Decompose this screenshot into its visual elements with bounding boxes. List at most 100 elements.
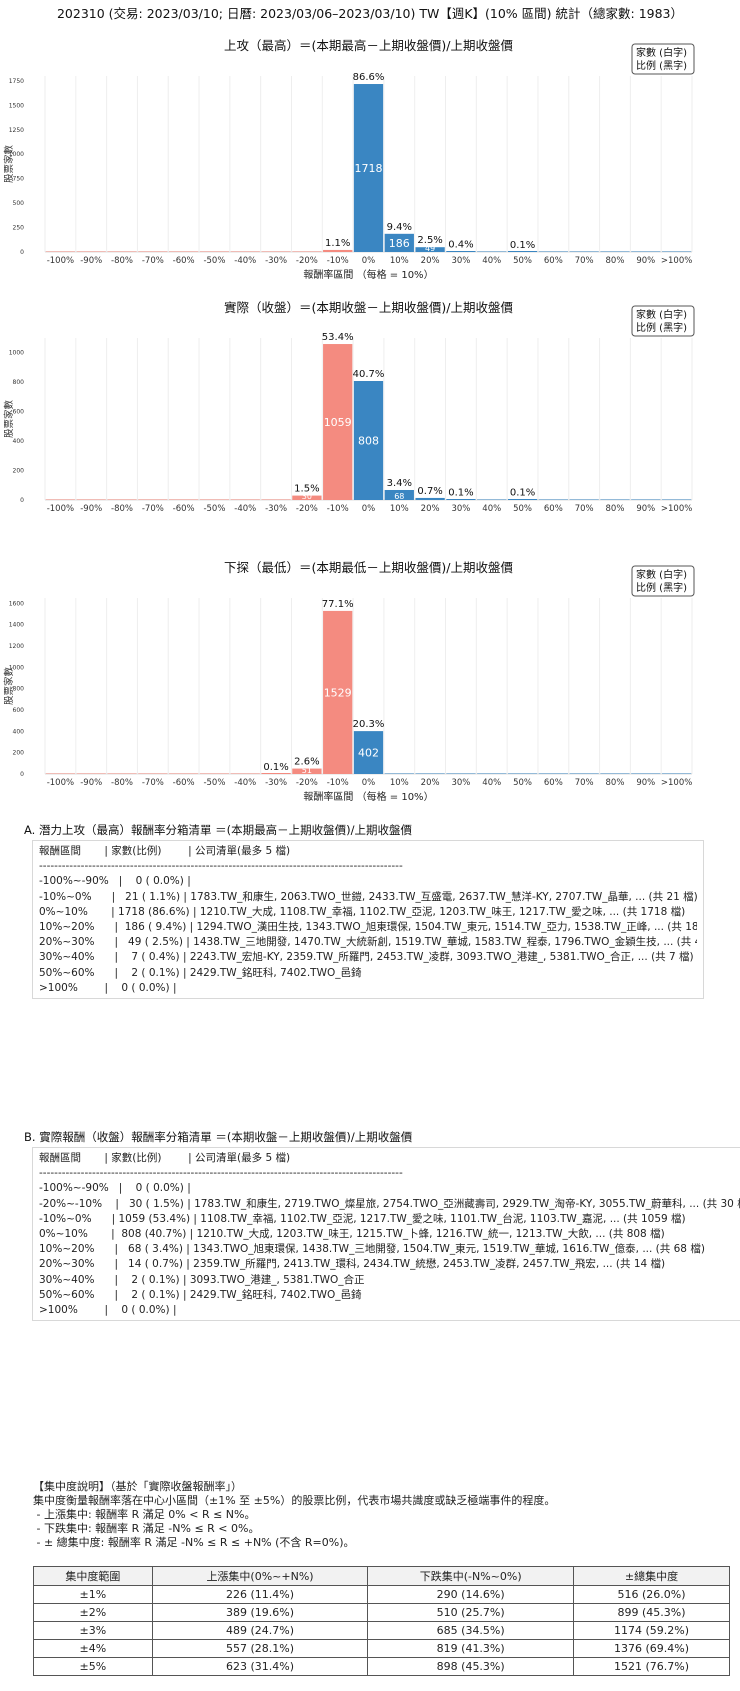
y-axis-label: 股票家數 xyxy=(3,667,15,706)
section_b-row: 0%~10% | 808 (40.7%) | 1210.TW_大成, 1203.… xyxy=(39,1228,665,1241)
bar-count-label: 1718 xyxy=(355,162,383,175)
x-tick-label: >100% xyxy=(661,778,692,788)
y-tick-label: 1750 xyxy=(9,78,24,85)
bar xyxy=(138,251,168,252)
bar xyxy=(661,251,692,252)
section_b-row: 50%~60% | 2 ( 0.1%) | 2429.TW_銘旺科, 7402.… xyxy=(39,1288,362,1301)
bar xyxy=(477,773,507,774)
bar-percent-label: 2.6% xyxy=(294,757,319,768)
table-row: ±5% 623 (31.4%) 898 (45.3%) 1521 (76.7%) xyxy=(33,1657,730,1676)
section_a-row: 50%~60% | 2 ( 0.1%) | 2429.TW_銘旺科, 7402.… xyxy=(39,966,362,979)
section-b-box: 報酬區間 | 家數(比例) | 公司清單(最多 5 檔) ------------… xyxy=(32,1147,740,1321)
x-tick-label: -10% xyxy=(327,256,349,266)
bar-count-label: 1529 xyxy=(324,686,352,699)
bar-percent-label: 20.3% xyxy=(353,719,385,730)
bar-count-label: 808 xyxy=(358,435,379,448)
y-tick-label: 400 xyxy=(13,438,25,445)
x-tick-label: 70% xyxy=(575,504,594,514)
x-tick-label: 40% xyxy=(482,256,501,266)
x-tick-label: -80% xyxy=(111,256,133,266)
concentration-header-cell: 下跌集中(-N%~0%) xyxy=(367,1566,575,1586)
section_b-row: 報酬區間 | 家數(比例) | 公司清單(最多 5 檔) xyxy=(39,1152,291,1164)
section_b-row: 20%~30% | 14 ( 0.7%) | 2359.TW_所羅門, 2413… xyxy=(39,1258,666,1271)
legend-box xyxy=(631,43,695,75)
bar xyxy=(292,768,322,774)
bar xyxy=(199,251,230,252)
table-cell: 516 (26.0%) xyxy=(573,1585,730,1604)
bar xyxy=(384,233,414,252)
bar xyxy=(107,773,137,774)
bar xyxy=(661,499,692,500)
bar-count-label: 30 xyxy=(302,492,312,501)
x-tick-label: -60% xyxy=(173,778,195,788)
bar xyxy=(600,499,630,500)
legend-line-ratio: 比例 (黑字) xyxy=(636,59,687,72)
bar xyxy=(230,251,260,252)
bar-percent-label: 0.1% xyxy=(510,488,535,499)
bar xyxy=(76,773,106,774)
bar xyxy=(169,773,199,774)
y-tick-label: 0 xyxy=(20,249,24,256)
bar-percent-label: 0.4% xyxy=(448,239,473,250)
section-a-title: A. 潛力上攻（最高）報酬率分箱清單 ＝(本期最高－上期收盤價)/上期收盤價 xyxy=(24,823,412,837)
bar xyxy=(384,489,414,500)
x-tick-label: 90% xyxy=(636,256,655,266)
concentration-note-line: - 下跌集中: 報酬率 R 滿足 -N% ≤ R < 0%。 xyxy=(33,1522,260,1535)
section_b-row: -100%~-90% | 0 ( 0.0%) | xyxy=(39,1182,191,1195)
bar xyxy=(353,381,384,500)
bar xyxy=(477,499,507,500)
x-tick-label: 60% xyxy=(544,778,563,788)
bar xyxy=(323,344,353,500)
x-tick-label: -60% xyxy=(173,256,195,266)
x-tick-label: 90% xyxy=(636,778,655,788)
bar-percent-label: 0.1% xyxy=(263,762,288,773)
y-tick-label: 1000 xyxy=(9,350,24,357)
table-cell: ±5% xyxy=(33,1657,153,1676)
x-tick-label: -10% xyxy=(327,504,349,514)
x-tick-label: 20% xyxy=(421,256,440,266)
table-cell: 1521 (76.7%) xyxy=(573,1657,730,1676)
x-axis-label: 報酬率區間 （每格 = 10%） xyxy=(303,790,433,803)
bar xyxy=(323,610,353,774)
x-tick-label: -40% xyxy=(234,778,256,788)
x-tick-label: 30% xyxy=(451,778,470,788)
section_a-row: 10%~20% | 186 ( 9.4%) | 1294.TWO_漢田生技, 1… xyxy=(39,921,697,934)
concentration-notes: 【集中度說明】（基於「實際收盤報酬率」） 集中度衡量報酬率落在中心小區間（±1% … xyxy=(33,1480,723,1550)
bar xyxy=(107,499,137,500)
bar-percent-label: 40.7% xyxy=(353,369,385,380)
y-tick-label: 600 xyxy=(13,707,25,714)
chart-upper-high: 上攻（最高）＝(本期最高－上期收盤價)/上期收盤價 0 250 500 750 1000 1… xyxy=(0,38,740,288)
table-cell: 557 (28.1%) xyxy=(151,1639,369,1658)
table-cell: 389 (19.6%) xyxy=(151,1603,369,1622)
bar xyxy=(507,251,538,252)
y-tick-label: 200 xyxy=(13,468,25,475)
section_a-row: >100% | 0 ( 0.0%) | xyxy=(39,981,177,994)
y-tick-label: 1600 xyxy=(9,600,24,607)
x-tick-label: -40% xyxy=(234,504,256,514)
y-tick-label: 1250 xyxy=(9,127,24,134)
x-tick-label: -90% xyxy=(80,256,102,266)
x-tick-label: 0% xyxy=(362,256,376,266)
x-tick-label: >100% xyxy=(661,504,692,514)
x-tick-label: 50% xyxy=(513,256,532,266)
bar xyxy=(600,773,630,774)
section-b: B. 實際報酬（收盤）報酬率分箱清單 ＝(本期收盤－上期收盤價)/上期收盤價 報… xyxy=(24,1129,740,1321)
x-tick-label: -20% xyxy=(296,256,318,266)
bar xyxy=(538,773,568,774)
x-tick-label: 90% xyxy=(636,504,655,514)
x-tick-label: -30% xyxy=(265,504,287,514)
table-cell: 489 (24.7%) xyxy=(151,1621,369,1640)
table-cell: ±3% xyxy=(33,1621,153,1640)
table-cell: 1376 (69.4%) xyxy=(573,1639,730,1658)
table-cell: 290 (14.6%) xyxy=(367,1585,575,1604)
chart-svg: 上攻（最高）＝(本期最高－上期收盤價)/上期收盤價 0 250 500 750 1000 1… xyxy=(3,38,695,281)
chart-title: 下探（最低）＝(本期最低－上期收盤價)/上期收盤價 xyxy=(224,560,513,575)
concentration-table-header: 集中度範圍 上漲集中(0%~+N%) 下跌集中(-N%~0%) ±總集中度 xyxy=(33,1566,730,1586)
x-tick-label: 40% xyxy=(482,504,501,514)
bar xyxy=(569,773,599,774)
x-tick-label: 30% xyxy=(451,256,470,266)
section_b-row: 30%~40% | 2 ( 0.1%) | 3093.TWO_港建_, 5381… xyxy=(39,1273,365,1286)
table-cell: ±2% xyxy=(33,1603,153,1622)
x-tick-label: 50% xyxy=(513,504,532,514)
bar xyxy=(199,499,230,500)
